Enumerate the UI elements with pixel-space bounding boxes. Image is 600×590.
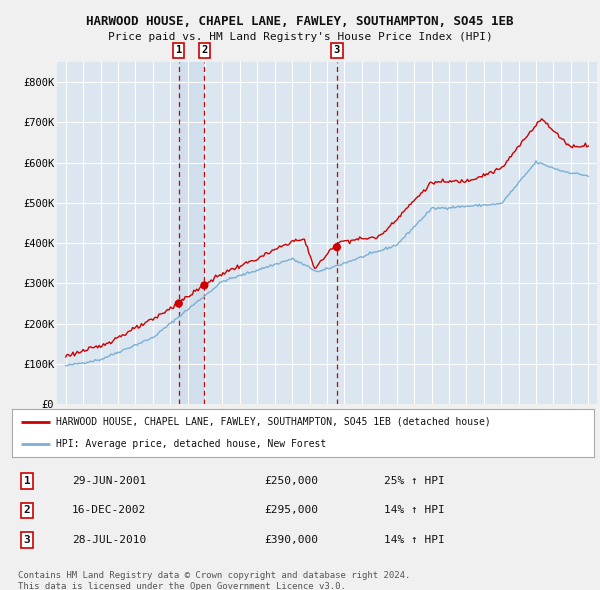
Text: HARWOOD HOUSE, CHAPEL LANE, FAWLEY, SOUTHAMPTON, SO45 1EB: HARWOOD HOUSE, CHAPEL LANE, FAWLEY, SOUT… — [86, 15, 514, 28]
Point — [332, 242, 342, 252]
Text: 16-DEC-2002: 16-DEC-2002 — [72, 506, 146, 515]
Text: 3: 3 — [334, 45, 340, 55]
Text: 28-JUL-2010: 28-JUL-2010 — [72, 535, 146, 545]
Point — [200, 281, 209, 290]
Bar — [179, 62, 205, 404]
Text: £295,000: £295,000 — [264, 506, 318, 515]
Text: 1: 1 — [176, 45, 182, 55]
Point — [174, 299, 184, 308]
Text: 2: 2 — [23, 506, 31, 515]
Text: 14% ↑ HPI: 14% ↑ HPI — [384, 506, 445, 515]
Text: 29-JUN-2001: 29-JUN-2001 — [72, 476, 146, 486]
Text: 14% ↑ HPI: 14% ↑ HPI — [384, 535, 445, 545]
Text: 2: 2 — [201, 45, 208, 55]
Text: £390,000: £390,000 — [264, 535, 318, 545]
Text: Price paid vs. HM Land Registry's House Price Index (HPI): Price paid vs. HM Land Registry's House … — [107, 32, 493, 42]
Text: £250,000: £250,000 — [264, 476, 318, 486]
Text: HARWOOD HOUSE, CHAPEL LANE, FAWLEY, SOUTHAMPTON, SO45 1EB (detached house): HARWOOD HOUSE, CHAPEL LANE, FAWLEY, SOUT… — [56, 417, 490, 427]
Text: Contains HM Land Registry data © Crown copyright and database right 2024.
This d: Contains HM Land Registry data © Crown c… — [18, 571, 410, 590]
Text: HPI: Average price, detached house, New Forest: HPI: Average price, detached house, New … — [56, 439, 326, 449]
Text: 3: 3 — [23, 535, 31, 545]
Text: 25% ↑ HPI: 25% ↑ HPI — [384, 476, 445, 486]
Text: 1: 1 — [23, 476, 31, 486]
